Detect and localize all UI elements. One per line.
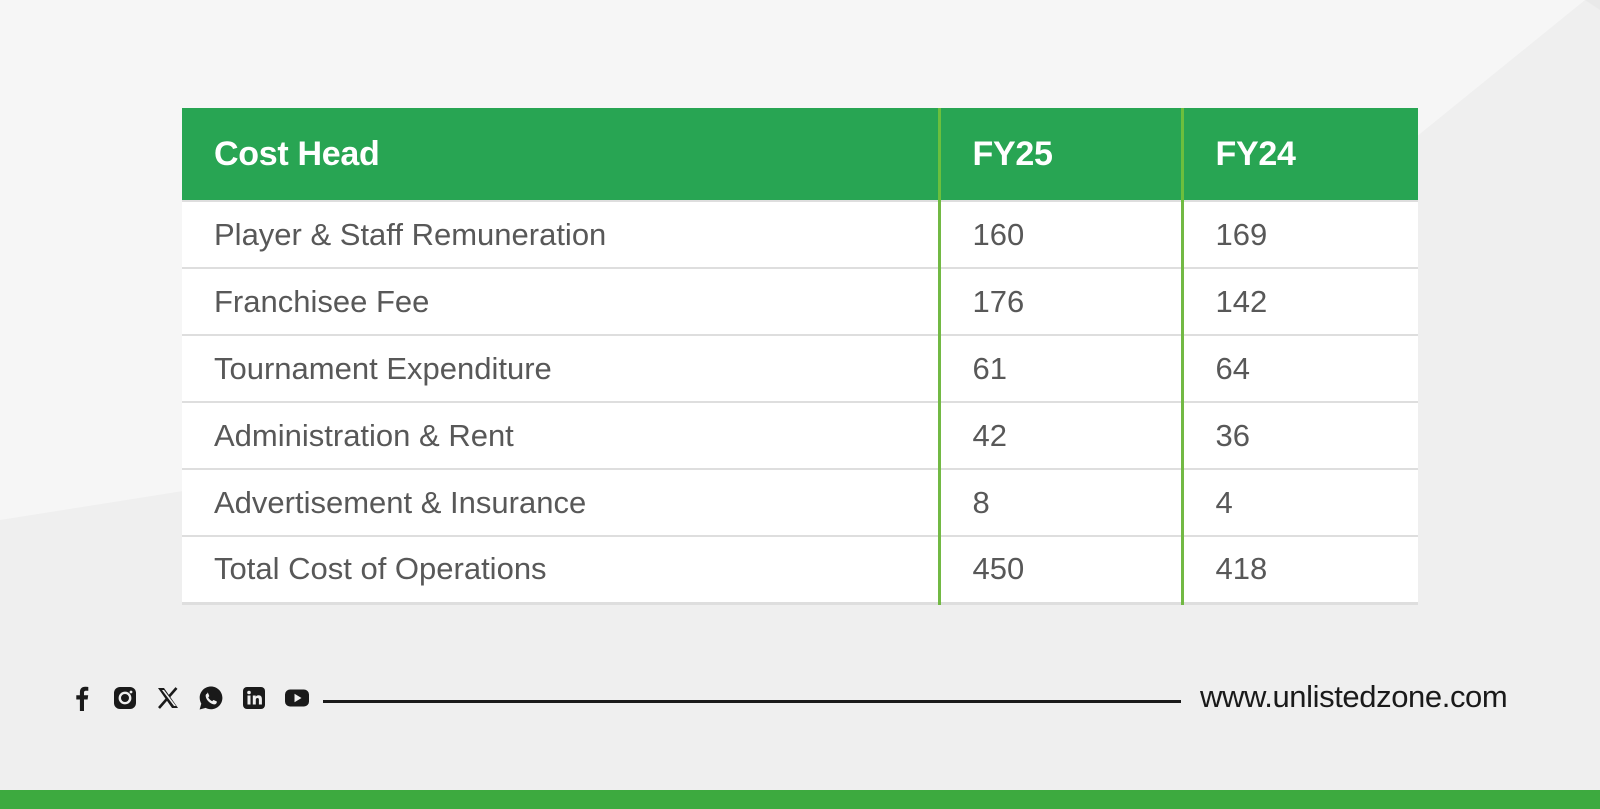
facebook-icon[interactable]	[68, 684, 96, 712]
footer: www.unlistedzone.com	[0, 672, 1600, 722]
youtube-icon[interactable]	[283, 684, 311, 712]
whatsapp-icon[interactable]	[197, 684, 225, 712]
cost-head-cell: Administration & Rent	[214, 417, 514, 453]
table-row: Franchisee Fee 176 142	[182, 268, 1418, 335]
linkedin-icon[interactable]	[240, 684, 268, 712]
fy24-cell: 142	[1180, 268, 1418, 335]
fy25-cell: 8	[937, 469, 1182, 536]
instagram-icon[interactable]	[111, 684, 139, 712]
fy24-cell: 4	[1180, 469, 1418, 536]
social-links	[68, 684, 311, 712]
cost-head-cell: Player & Staff Remuneration	[214, 216, 607, 252]
cost-head-cell: Franchisee Fee	[214, 283, 430, 319]
cost-head-cell: Total Cost of Operations	[214, 551, 547, 587]
table-row: Tournament Expenditure 61 64	[182, 335, 1418, 402]
column-header-fy25: FY25	[937, 108, 1182, 201]
fy24-cell: 36	[1180, 402, 1418, 469]
cost-head-cell: Tournament Expenditure	[214, 350, 552, 386]
bottom-accent-bar	[0, 790, 1600, 809]
cost-table: Cost Head FY25 FY24 Player & Staff Remun…	[182, 108, 1418, 605]
fy25-cell: 160	[937, 201, 1182, 268]
table-row: Advertisement & Insurance 8 4	[182, 469, 1418, 536]
column-header-cost-head: Cost Head	[214, 134, 380, 173]
fy25-cell: 176	[937, 268, 1182, 335]
fy25-cell: 61	[937, 335, 1182, 402]
website-url[interactable]: www.unlistedzone.com	[1200, 679, 1508, 714]
table-header-row: Cost Head FY25 FY24	[182, 108, 1418, 201]
fy24-cell: 169	[1180, 201, 1418, 268]
fy25-cell: 42	[937, 402, 1182, 469]
table-row-total: Total Cost of Operations 450 418	[182, 536, 1418, 603]
table-row: Administration & Rent 42 36	[182, 402, 1418, 469]
x-icon[interactable]	[154, 684, 182, 712]
cost-head-cell: Advertisement & Insurance	[214, 484, 587, 520]
fy24-cell: 418	[1180, 536, 1418, 603]
fy24-cell: 64	[1180, 335, 1418, 402]
footer-divider-line	[323, 700, 1181, 703]
fy25-cell: 450	[937, 536, 1182, 603]
table-row: Player & Staff Remuneration 160 169	[182, 201, 1418, 268]
column-header-fy24: FY24	[1180, 108, 1418, 201]
